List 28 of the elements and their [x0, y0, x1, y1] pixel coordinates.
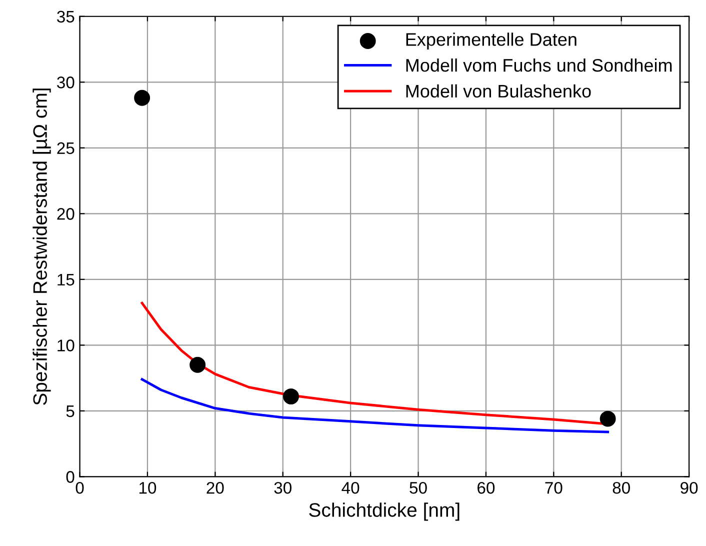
y-tick-label: 30 [57, 76, 74, 88]
x-tick-label: 30 [274, 482, 292, 494]
x-tick-label: 0 [76, 482, 84, 494]
x-tick-label: 10 [139, 482, 156, 494]
x-tick-label: 70 [545, 482, 562, 494]
point [134, 90, 150, 106]
point [190, 356, 206, 373]
x-tick-label: 90 [680, 482, 698, 494]
point [283, 388, 299, 404]
y-tick-label: 25 [57, 142, 74, 154]
x-tick-label: 80 [612, 482, 630, 494]
legend-label: Modell von Bulashenko [406, 84, 591, 98]
y-tick-label: 20 [57, 208, 74, 220]
x-tick-label: 50 [410, 482, 427, 494]
y-tick-label: 0 [66, 471, 74, 483]
x-axis-title: Schichtdicke [nm] [309, 502, 460, 521]
y-tick-label: 10 [58, 340, 74, 352]
y-tick-label: 5 [66, 405, 74, 418]
y-tick-label: 15 [58, 274, 74, 286]
x-tick-label: 20 [206, 482, 224, 494]
x-tick-label: 60 [478, 482, 495, 494]
x-tick-label: 40 [342, 482, 360, 494]
y-tick-label: 35 [57, 10, 74, 23]
point [600, 410, 616, 427]
legend-label: Experimentelle Daten [406, 32, 576, 50]
legend-label: Modell vom Fuchs und Sondheim [406, 58, 672, 72]
y-axis-title: Spezifischer Restwiderstand [µΩ cm] [32, 88, 51, 405]
line-series [140, 378, 610, 434]
